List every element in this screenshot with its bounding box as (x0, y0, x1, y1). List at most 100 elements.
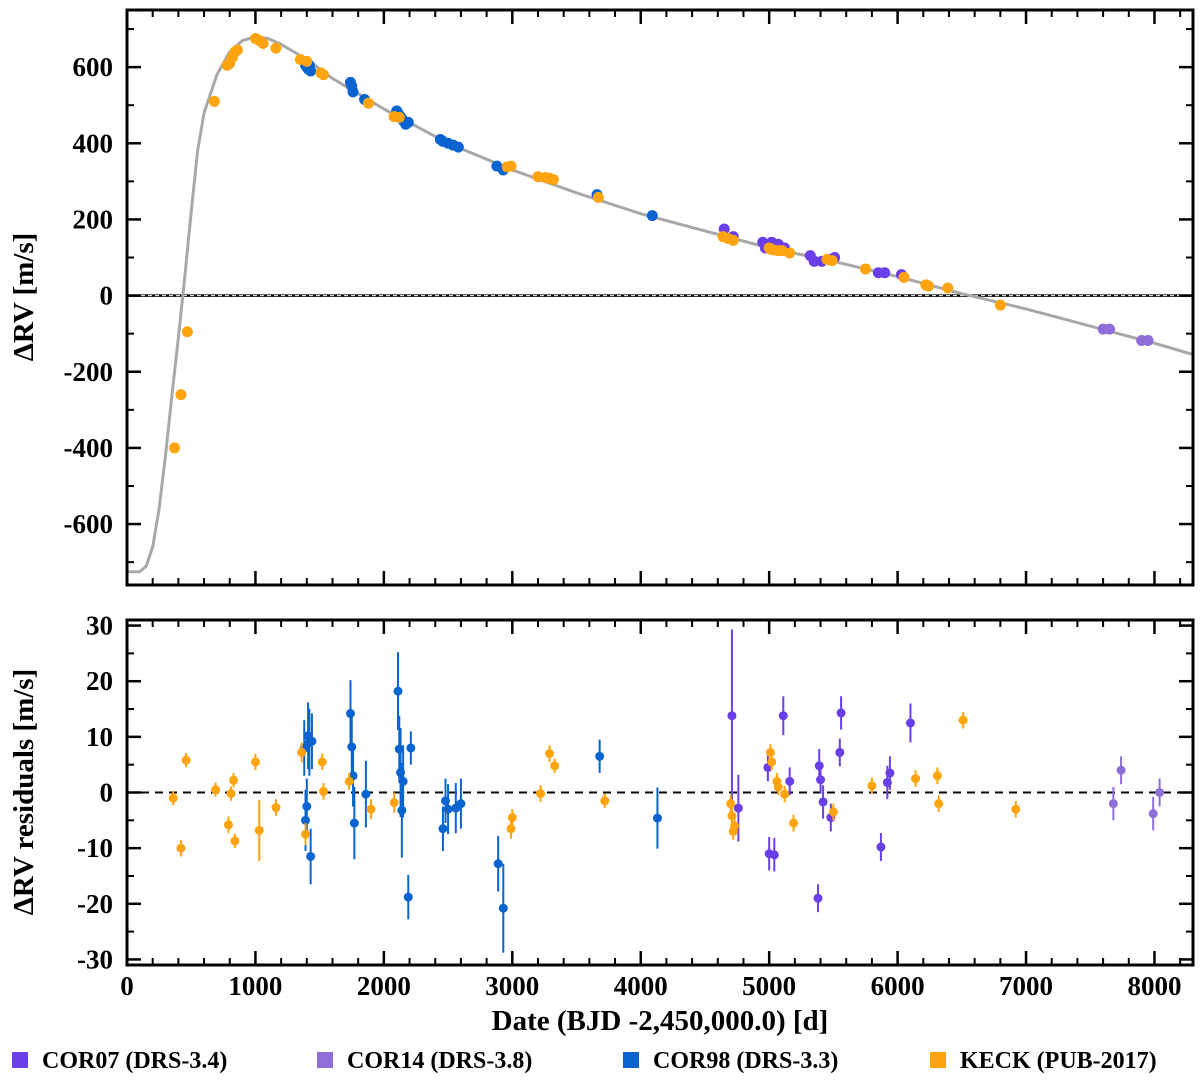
top-point (994, 299, 1006, 311)
bottom-xtick-label: 0 (120, 971, 134, 1001)
top-point (231, 44, 243, 56)
residual-point (1011, 804, 1021, 814)
residual-point (932, 771, 942, 781)
residual-point (317, 757, 327, 767)
top-point (784, 247, 796, 259)
top-point (169, 442, 181, 454)
top-point (270, 42, 282, 54)
residual-point (733, 803, 743, 813)
top-point (318, 69, 330, 81)
legend-label: COR14 (DRS-3.8) (347, 1048, 532, 1074)
residual-point (780, 789, 790, 799)
top-point (208, 95, 220, 107)
legend-item-cor14-drs-3-8: COR14 (DRS-3.8) (317, 1048, 532, 1074)
top-point (181, 326, 193, 338)
top-series-cor14-drs-3-8 (1097, 323, 1154, 347)
residual-point (226, 789, 236, 799)
residual-point (765, 747, 775, 757)
residual-point (406, 743, 416, 753)
residual-point (814, 761, 824, 771)
top-point (808, 255, 820, 267)
bottom-panel: -30 -20 -10 0 10 20 30 0 1000 2000 3000 4000 5000 600… (8, 611, 1195, 1037)
residual-point (1116, 765, 1126, 775)
top-ytick-label: -200 (64, 357, 114, 387)
top-panel-frame (125, 8, 1195, 587)
bottom-series-cor07-drs-3-4 (727, 629, 915, 913)
residual-point (934, 799, 944, 809)
residual-point (302, 801, 312, 811)
residual-point (818, 797, 828, 807)
legend: COR07 (DRS-3.4) COR14 (DRS-3.8) COR98 (DRS… (12, 1048, 1157, 1074)
bottom-xtick-label: 6000 (871, 971, 925, 1001)
legend-label: COR98 (DRS-3.3) (653, 1048, 838, 1074)
legend-swatch (12, 1052, 28, 1068)
legend-swatch (623, 1052, 639, 1068)
residual-point (176, 843, 186, 853)
top-point (826, 255, 838, 267)
residual-point (905, 718, 915, 728)
bottom-xtick-label: 1000 (228, 971, 282, 1001)
residual-point (211, 785, 221, 795)
top-point (402, 116, 414, 128)
top-ytick-label: 600 (73, 52, 114, 82)
bottom-ytick-label: 0 (100, 778, 114, 808)
residual-point (506, 824, 516, 834)
top-point (452, 141, 464, 153)
bottom-series-cor14-drs-3-8 (1108, 756, 1165, 831)
residual-point (550, 761, 560, 771)
bottom-ytick-label: 30 (86, 611, 113, 641)
residual-point (397, 805, 407, 815)
bottom-ytick-label: 20 (86, 666, 113, 696)
bottom-ytick-label: -10 (77, 833, 113, 863)
residual-point (456, 799, 466, 809)
top-ytick-label: -400 (64, 433, 114, 463)
residual-point (789, 818, 799, 828)
bottom-xtick-label: 5000 (742, 971, 796, 1001)
top-series-cor98-drs-3-3 (298, 55, 658, 222)
residual-point (306, 851, 316, 861)
bottom-xtick-label: 3000 (485, 971, 539, 1001)
residual-point (545, 749, 555, 759)
bottom-xtick-label: 7000 (999, 971, 1053, 1001)
top-ytick-label: 200 (73, 204, 114, 234)
residual-point (1108, 799, 1118, 809)
top-point (505, 160, 517, 172)
top-point (1142, 335, 1154, 347)
top-point (592, 191, 604, 203)
residual-point (785, 776, 795, 786)
residual-point (389, 798, 399, 808)
residual-point (867, 781, 877, 791)
bottom-xtick-label: 8000 (1127, 971, 1181, 1001)
legend-label: COR07 (DRS-3.4) (42, 1048, 227, 1074)
bottom-series-cor98-drs-3-3 (299, 652, 662, 953)
bottom-ytick-label: -30 (77, 944, 113, 974)
legend-label: KECK (PUB-2017) (960, 1048, 1157, 1074)
residual-point (319, 786, 329, 796)
residual-point (403, 892, 413, 902)
residual-point (438, 824, 448, 834)
bottom-series-keck-pub-2017 (168, 711, 1021, 861)
top-point (301, 55, 313, 67)
bottom-ytick-label: 10 (86, 722, 113, 752)
top-point (305, 65, 317, 77)
residual-point (595, 751, 605, 761)
top-point (859, 263, 871, 275)
top-point (646, 210, 658, 222)
residual-point (223, 820, 233, 830)
residual-point (813, 893, 823, 903)
residual-point (347, 742, 357, 752)
residual-point (773, 782, 783, 792)
residual-point (767, 757, 777, 767)
residual-point (835, 747, 845, 757)
residual-point (307, 736, 317, 746)
residual-point (769, 850, 779, 860)
residual-point (366, 804, 376, 814)
residual-point (345, 708, 355, 718)
residual-point (958, 715, 968, 725)
model-curve (127, 35, 1194, 574)
residual-point (816, 775, 826, 785)
residual-point (393, 686, 403, 696)
top-point (942, 282, 954, 294)
top-point (922, 280, 934, 292)
top-point (362, 97, 374, 109)
